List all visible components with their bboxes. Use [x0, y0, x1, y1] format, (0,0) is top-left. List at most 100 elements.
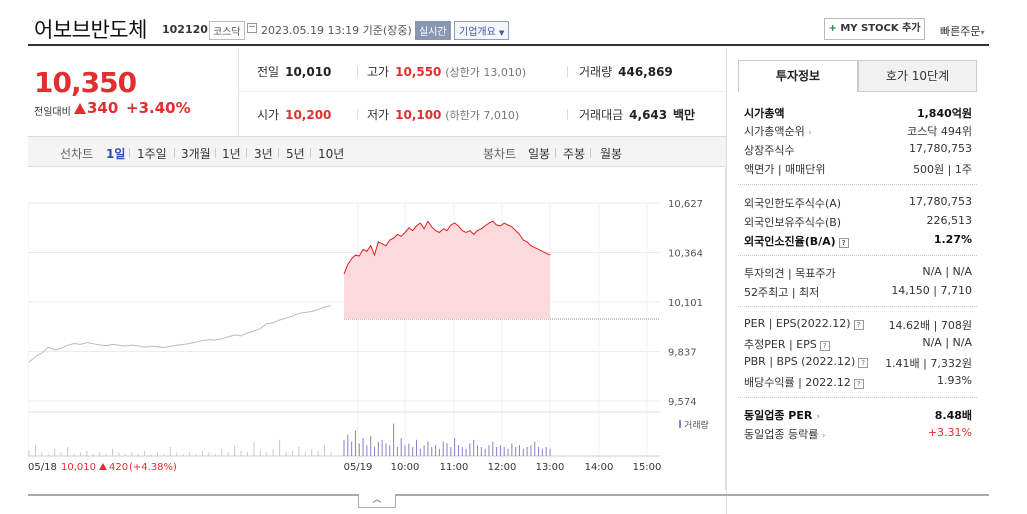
company-overview-dropdown[interactable]: 기업개요 ▼: [454, 21, 510, 40]
row-label: 투자의견 | 목표주가: [744, 267, 836, 280]
chevron-down-icon: ▾: [980, 28, 985, 37]
row-label-text: 동일업종 PER: [744, 409, 813, 422]
row-label-text: PER | EPS(2022.12): [744, 317, 851, 330]
change-amount-value: 340: [87, 99, 119, 117]
row-value: 14,150 | 7,710: [891, 284, 972, 297]
stat-value: 446,869: [618, 65, 673, 79]
price-chart[interactable]: 10,627 10,364 10,101 9,837 9,574 거래량 05/19 10:0…: [28, 168, 726, 490]
row-market-cap-rank[interactable]: 시가총액순위 › 코스닥 494위: [744, 121, 972, 139]
stats-divider: [239, 91, 727, 92]
row-est-per: 추정PER | EPS? N/A | N/A: [744, 334, 972, 352]
row-value: +3.31%: [927, 426, 972, 439]
row-value: 17,780,753: [909, 142, 972, 155]
add-mystock-button[interactable]: + MY STOCK 추가: [824, 18, 925, 40]
add-mystock-label: MY STOCK 추가: [840, 23, 921, 34]
tab-orderbook[interactable]: 호가 10단계: [858, 60, 977, 92]
row-label: 동일업종 PER ›: [744, 407, 820, 423]
help-icon[interactable]: ?: [853, 320, 864, 330]
tab-candle-monthly[interactable]: 월봉: [600, 147, 623, 161]
section-divider: [738, 306, 977, 307]
tab-period-5y[interactable]: 5년: [286, 147, 305, 161]
tab-period-1w[interactable]: 1주일: [137, 147, 167, 161]
row-foreign-hold: 외국인보유주식수(B) 226,513: [744, 212, 972, 230]
stat-label: 거래대금: [579, 108, 624, 122]
panel-bottom-border: [726, 494, 989, 496]
row-label: 동일업종 등락률 ›: [744, 426, 825, 442]
tab-investment-info[interactable]: 투자정보: [738, 60, 858, 92]
tab-period-1y[interactable]: 1년: [222, 147, 241, 161]
collapse-chart-button[interactable]: ︿: [358, 494, 396, 508]
row-label: 액면가 | 매매단위: [744, 163, 826, 176]
divider: [278, 148, 279, 158]
plus-icon: +: [828, 23, 837, 34]
stat-label: 거래량: [579, 65, 613, 79]
help-icon[interactable]: ?: [858, 358, 869, 368]
upper-limit: (상한가 13,010): [445, 66, 527, 79]
company-name: 어보브반도체: [34, 18, 147, 42]
tab-period-3y[interactable]: 3년: [254, 147, 273, 161]
row-label: 52주최고 | 최저: [744, 286, 820, 299]
stat-value: 10,100: [395, 108, 442, 122]
footer-date: 05/18: [28, 462, 57, 473]
quick-order-link[interactable]: 빠른주문▾: [940, 23, 985, 39]
divider: [129, 148, 130, 158]
prev-day-label: 전일대비: [34, 107, 71, 118]
stat-label: 전일: [257, 65, 280, 79]
divider: [555, 148, 556, 158]
y-tick-label: 9,574: [668, 397, 697, 408]
stat-amount: 거래대금 4,643 백만: [579, 106, 695, 123]
row-label-text: 배당수익률 | 2022.12: [744, 376, 851, 389]
help-icon[interactable]: ?: [838, 238, 849, 248]
section-divider: [738, 255, 977, 256]
stat-volume: 거래량 446,869: [579, 63, 673, 80]
price-chart-svg: 10,627 10,364 10,101 9,837 9,574 거래량 05/19 10:0…: [28, 199, 709, 473]
row-label: PBR | BPS (2022.12)?: [744, 355, 869, 368]
chart-period-bar: 선차트 1일 1주일 3개월 1년 3년 5년 10년 봉차트 일봉 주봉 월봉: [28, 136, 726, 167]
tab-period-3m[interactable]: 3개월: [181, 147, 211, 161]
row-label: 배당수익률 | 2022.12?: [744, 374, 864, 390]
chevron-right-icon: ›: [816, 412, 820, 422]
stat-value: 10,550: [395, 65, 442, 79]
row-sector-per[interactable]: 동일업종 PER › 8.48배: [744, 405, 972, 423]
divider: [310, 148, 311, 158]
row-value: 500원 | 1주: [913, 163, 972, 176]
x-tick-label: 12:00: [488, 462, 517, 473]
help-icon[interactable]: ?: [819, 341, 830, 351]
x-tick-label: 11:00: [440, 462, 469, 473]
stat-value: 10,200: [285, 108, 332, 122]
stat-high: 고가 10,550 (상한가 13,010): [367, 63, 526, 80]
y-tick-label: 10,101: [668, 298, 703, 309]
investment-info-panel: 투자정보 호가 10단계 시가총액 1,840억원 시가총액순위 › 코스닥 494…: [726, 48, 989, 514]
row-value: 226,513: [926, 214, 973, 227]
help-icon[interactable]: ?: [853, 379, 864, 389]
x-tick-label: 10:00: [391, 462, 420, 473]
today-area-fill: [344, 221, 550, 320]
stat-label: 저가: [367, 108, 390, 122]
stock-code: 102120: [162, 23, 208, 36]
market-badge: 코스닥: [209, 21, 245, 40]
row-opinion: 투자의견 | 목표주가 N/A | N/A: [744, 263, 972, 281]
up-triangle-icon: [74, 103, 86, 114]
volume-legend-label: 거래량: [684, 419, 709, 431]
divider: [567, 109, 568, 120]
line-chart-label[interactable]: 선차트: [60, 147, 94, 161]
up-triangle-icon: [99, 463, 107, 470]
divider: [567, 66, 568, 77]
y-tick-label: 10,364: [668, 248, 703, 259]
row-value: 코스닥 494위: [907, 125, 972, 138]
row-pbr: PBR | BPS (2022.12)? 1.41배 | 7,332원: [744, 353, 972, 371]
datetime-text: 2023.05.19 13:19 기준(장중): [261, 24, 412, 37]
row-label: 상장주식수: [744, 144, 795, 157]
row-value: 1,840억원: [916, 107, 972, 120]
row-foreign-limit: 외국인한도주식수(A) 17,780,753: [744, 193, 972, 211]
tab-candle-daily[interactable]: 일봉: [528, 147, 551, 161]
row-sector-change[interactable]: 동일업종 등락률 › +3.31%: [744, 424, 972, 442]
candle-chart-label[interactable]: 봉차트: [483, 147, 517, 161]
tab-period-1d[interactable]: 1일: [106, 147, 126, 161]
company-overview-label: 기업개요: [459, 27, 496, 38]
realtime-badge: 실시간: [415, 21, 451, 40]
tab-candle-weekly[interactable]: 주봉: [563, 147, 586, 161]
chevron-down-icon: ▼: [499, 29, 505, 37]
tab-period-10y[interactable]: 10년: [318, 147, 345, 161]
row-label-text: PBR | BPS (2022.12): [744, 355, 856, 368]
